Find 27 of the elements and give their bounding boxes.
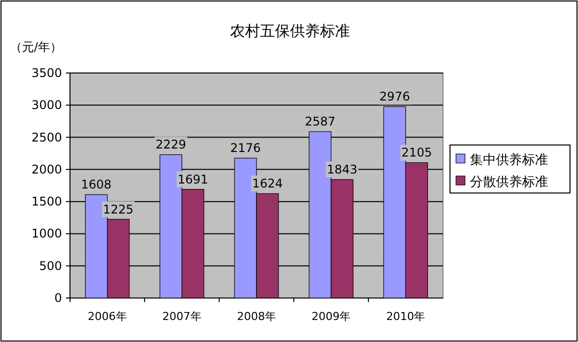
y-tick-label: 1000 — [31, 226, 62, 241]
legend-label: 集中供养标准 — [470, 152, 548, 168]
y-tick-label: 0 — [54, 291, 62, 305]
y-axis-title: （元/年） — [10, 40, 62, 54]
y-tick-label: 1500 — [31, 194, 62, 209]
data-label: 2176 — [230, 141, 261, 156]
data-label: 1691 — [178, 172, 208, 186]
y-tick-label: 3000 — [31, 98, 62, 112]
x-tick-label: 2006年 — [88, 310, 127, 323]
y-tick-label: 500 — [39, 258, 62, 273]
data-label: 1608 — [81, 178, 112, 192]
y-tick-label: 2000 — [31, 162, 62, 176]
y-tick-label: 2500 — [31, 130, 62, 144]
y-tick-label: 3500 — [31, 66, 62, 80]
x-tick-label: 2009年 — [312, 310, 351, 323]
x-tick-label: 2008年 — [237, 310, 276, 323]
data-label: 2105 — [401, 146, 432, 160]
data-label: 1843 — [326, 162, 358, 177]
data-label: 2587 — [304, 114, 336, 129]
data-label: 1624 — [252, 176, 283, 191]
legend-label: 分散供养标准 — [470, 174, 548, 190]
x-tick-label: 2010年 — [386, 310, 426, 323]
data-label: 2976 — [379, 90, 410, 104]
data-label: 2229 — [156, 138, 186, 152]
data-label: 1225 — [103, 202, 134, 216]
x-tick-label: 2007年 — [162, 310, 202, 323]
chart-title: 农村五保供养标准 — [230, 22, 350, 40]
